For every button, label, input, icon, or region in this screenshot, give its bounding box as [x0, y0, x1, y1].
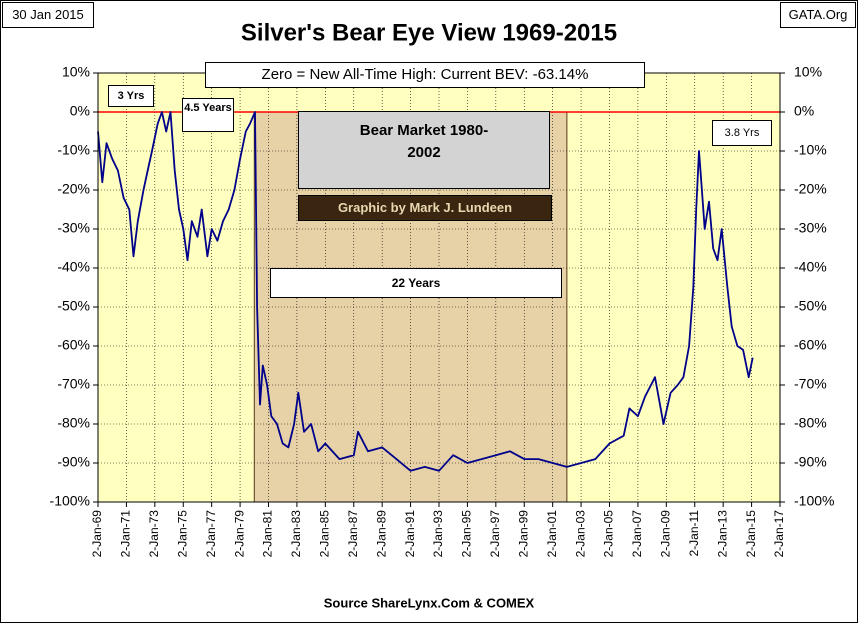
- date-label: 30 Jan 2015: [2, 2, 94, 28]
- x-tick-label: 2-Jan-01: [545, 510, 559, 558]
- x-tick-label: 2-Jan-83: [289, 510, 303, 558]
- annotation: 3.8 Yrs: [712, 120, 772, 146]
- y2-tick-label: 10%: [794, 64, 822, 80]
- y-tick-label: -50%: [57, 298, 90, 314]
- source-label: GATA.Org: [780, 2, 856, 28]
- x-tick-label: 2-Jan-77: [204, 510, 218, 558]
- y-tick-label: -80%: [57, 415, 90, 431]
- x-tick-label: 2-Jan-17: [772, 510, 786, 558]
- x-tick-label: 2-Jan-89: [374, 510, 388, 558]
- y-tick-label: -10%: [57, 142, 90, 158]
- annotation: 3 Yrs: [108, 85, 154, 107]
- x-tick-label: 2-Jan-03: [573, 510, 587, 558]
- series-line: [97, 111, 754, 472]
- y-tick-label: -90%: [57, 454, 90, 470]
- y2-tick-label: -50%: [794, 298, 827, 314]
- x-tick-label: 2-Jan-97: [488, 510, 502, 558]
- x-tick-label: 2-Jan-71: [119, 510, 133, 558]
- y2-tick-label: -90%: [794, 454, 827, 470]
- x-tick-label: 2-Jan-07: [630, 510, 644, 558]
- x-tick-label: 2-Jan-99: [516, 510, 530, 558]
- x-tick-label: 2-Jan-81: [261, 510, 275, 558]
- x-tick-label: 2-Jan-05: [602, 510, 616, 558]
- y-tick-label: -40%: [57, 259, 90, 275]
- x-tick-label: 2-Jan-15: [744, 510, 758, 558]
- y2-tick-label: -100%: [794, 493, 834, 509]
- y2-tick-label: -60%: [794, 337, 827, 353]
- y-tick-label: -60%: [57, 337, 90, 353]
- annotation: Graphic by Mark J. Lundeen: [298, 195, 552, 221]
- x-tick-label: 2-Jan-75: [175, 510, 189, 558]
- x-tick-label: 2-Jan-87: [346, 510, 360, 558]
- y-tick-label: 10%: [62, 64, 90, 80]
- x-tick-label: 2-Jan-09: [659, 510, 673, 558]
- y2-tick-label: 0%: [794, 103, 814, 119]
- y2-tick-label: -70%: [794, 376, 827, 392]
- y2-tick-label: -10%: [794, 142, 827, 158]
- y-tick-label: -100%: [50, 493, 90, 509]
- x-tick-label: 2-Jan-79: [232, 510, 246, 558]
- x-tick-label: 2-Jan-93: [431, 510, 445, 558]
- x-tick-label: 2-Jan-13: [715, 510, 729, 558]
- x-tick-label: 2-Jan-85: [318, 510, 332, 558]
- annotation: Bear Market 1980-2002: [298, 111, 550, 189]
- annotation: 22 Years: [270, 268, 562, 298]
- y-tick-label: -30%: [57, 220, 90, 236]
- chart-title: Silver's Bear Eye View 1969-2015: [241, 19, 617, 46]
- y-tick-label: -70%: [57, 376, 90, 392]
- x-tick-label: 2-Jan-69: [90, 510, 104, 558]
- annotation: 4.5 Years: [182, 98, 234, 132]
- annotation: Zero = New All-Time High: Current BEV: -…: [205, 62, 645, 88]
- footer: Source ShareLynx.Com & COMEX: [324, 595, 535, 610]
- y2-tick-label: -40%: [794, 259, 827, 275]
- y2-tick-label: -20%: [794, 181, 827, 197]
- x-tick-label: 2-Jan-11: [687, 510, 701, 557]
- x-tick-label: 2-Jan-73: [147, 510, 161, 558]
- y2-tick-label: -30%: [794, 220, 827, 236]
- y-tick-label: -20%: [57, 181, 90, 197]
- y-tick-label: 0%: [70, 103, 90, 119]
- y2-tick-label: -80%: [794, 415, 827, 431]
- x-tick-label: 2-Jan-91: [403, 510, 417, 558]
- x-tick-label: 2-Jan-95: [460, 510, 474, 558]
